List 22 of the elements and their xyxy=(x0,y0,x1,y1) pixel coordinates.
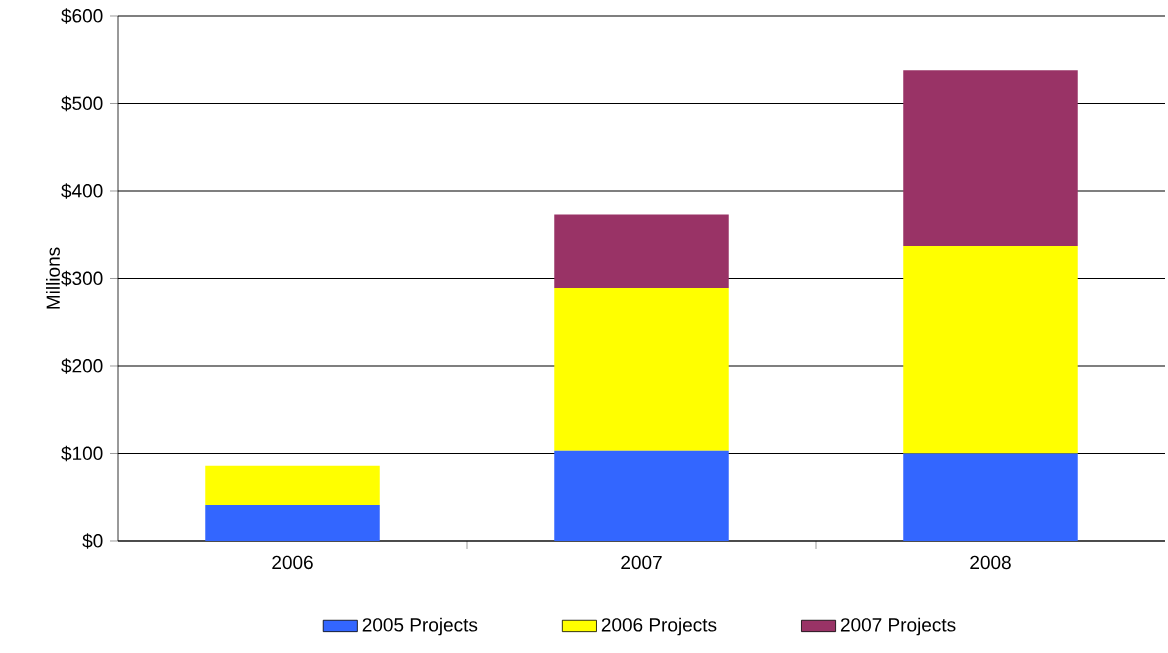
x-tick-label: 2008 xyxy=(970,555,1011,570)
bar xyxy=(554,288,729,451)
bar xyxy=(554,214,729,289)
bar xyxy=(903,246,1078,454)
y-axis-title: Millions xyxy=(45,247,60,309)
bar xyxy=(554,450,729,541)
y-tick-label: $500 xyxy=(61,95,103,112)
y-tick-label: $300 xyxy=(61,270,103,287)
bar xyxy=(205,465,380,506)
bar xyxy=(205,505,380,541)
y-tick-label: $0 xyxy=(82,533,103,549)
legend-label: 2005 Projects xyxy=(362,617,478,636)
y-tick-label: $200 xyxy=(61,358,103,374)
bar xyxy=(903,453,1078,541)
legend-label: 2007 Projects xyxy=(840,617,956,636)
x-tick-label: 2006 xyxy=(272,555,313,570)
x-tick-label: 2007 xyxy=(621,555,662,570)
y-tick-label: $600 xyxy=(61,8,103,24)
bar xyxy=(903,70,1078,247)
y-tick-label: $100 xyxy=(61,445,103,462)
y-tick-label: $400 xyxy=(61,183,103,199)
legend-label: 2006 Projects xyxy=(601,617,717,636)
